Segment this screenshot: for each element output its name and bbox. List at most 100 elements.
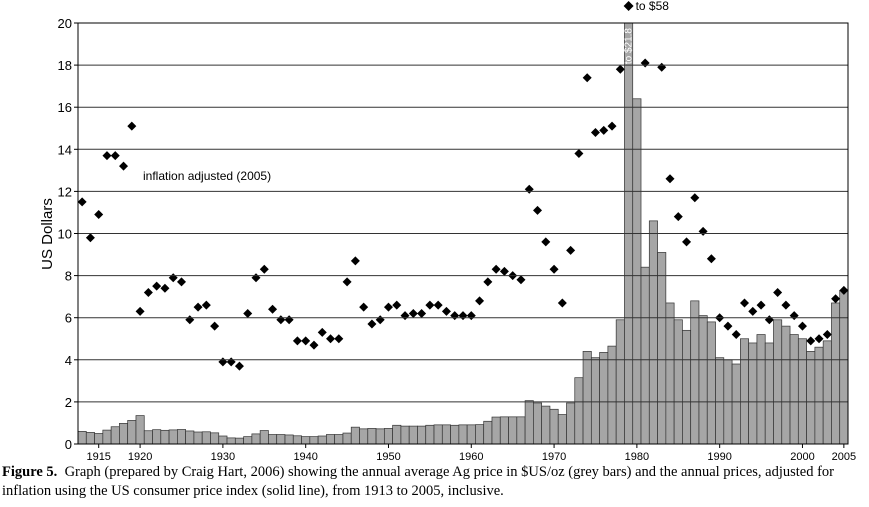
plot-frame bbox=[77, 22, 849, 445]
line-marker bbox=[640, 58, 650, 68]
bar bbox=[234, 437, 244, 444]
line-marker bbox=[226, 357, 236, 367]
line-marker bbox=[491, 264, 501, 274]
x-tick-label: 1920 bbox=[128, 451, 152, 462]
bar bbox=[533, 402, 543, 444]
line-marker bbox=[234, 361, 244, 371]
bar bbox=[590, 357, 600, 444]
bar bbox=[781, 325, 791, 444]
bar bbox=[160, 429, 170, 444]
line-marker bbox=[317, 327, 327, 337]
x-tick-label: 1970 bbox=[542, 451, 566, 462]
line-marker bbox=[516, 275, 526, 285]
bar bbox=[806, 351, 816, 444]
bar bbox=[317, 435, 327, 444]
bar bbox=[640, 266, 650, 444]
bar bbox=[152, 429, 162, 444]
line-marker bbox=[185, 315, 195, 325]
bar bbox=[624, 23, 634, 444]
line-marker bbox=[466, 311, 476, 321]
bar bbox=[764, 342, 774, 444]
y-tick-label: 12 bbox=[58, 184, 72, 199]
bar bbox=[582, 351, 592, 444]
bar bbox=[814, 346, 824, 444]
bar bbox=[359, 428, 369, 444]
bar bbox=[475, 424, 485, 444]
y-tick-label: 18 bbox=[58, 58, 72, 73]
line-marker bbox=[210, 321, 220, 331]
y-tick-label: 20 bbox=[58, 16, 72, 31]
bar bbox=[574, 377, 584, 444]
line-marker bbox=[342, 277, 352, 287]
bar bbox=[210, 432, 220, 444]
line-marker bbox=[301, 336, 311, 346]
bar bbox=[177, 429, 186, 444]
line-marker bbox=[392, 300, 402, 310]
bar bbox=[648, 220, 658, 444]
bar bbox=[773, 319, 783, 444]
bar bbox=[251, 433, 261, 444]
line-marker bbox=[499, 266, 509, 276]
line-marker bbox=[764, 315, 774, 325]
bar bbox=[425, 424, 435, 444]
line-marker bbox=[574, 149, 584, 159]
line-marker bbox=[334, 334, 344, 344]
bar bbox=[789, 334, 799, 444]
bar bbox=[441, 424, 451, 444]
line-marker bbox=[251, 273, 261, 283]
y-tick-label: 8 bbox=[65, 269, 72, 284]
line-marker bbox=[549, 264, 559, 274]
line-marker bbox=[582, 73, 592, 83]
bar bbox=[557, 414, 567, 444]
line-marker bbox=[590, 127, 600, 137]
bar bbox=[143, 430, 153, 444]
y-tick-label: 16 bbox=[58, 100, 72, 115]
bar bbox=[309, 436, 319, 444]
line-marker bbox=[284, 315, 294, 325]
bar bbox=[483, 420, 493, 444]
annotation: to $58 bbox=[636, 0, 670, 13]
bar bbox=[450, 424, 460, 444]
bar bbox=[284, 434, 294, 444]
line-marker bbox=[740, 298, 750, 308]
line-marker bbox=[375, 315, 385, 325]
line-marker bbox=[814, 334, 824, 344]
line-marker bbox=[268, 304, 278, 314]
x-tick-label: 1990 bbox=[707, 451, 731, 462]
bar bbox=[690, 300, 700, 444]
line-marker bbox=[607, 121, 617, 131]
line-marker bbox=[135, 306, 145, 316]
bar bbox=[292, 435, 302, 444]
line-marker bbox=[383, 302, 393, 312]
line-marker bbox=[673, 212, 683, 222]
bar bbox=[756, 334, 766, 444]
line-marker bbox=[441, 306, 451, 316]
y-tick-label: 14 bbox=[58, 142, 72, 157]
line-marker bbox=[85, 233, 95, 243]
line-marker bbox=[831, 294, 841, 304]
x-tick-label: 2005 bbox=[832, 451, 856, 462]
bar bbox=[94, 433, 104, 444]
bar bbox=[326, 434, 336, 444]
bar bbox=[657, 252, 667, 444]
line-marker bbox=[781, 300, 791, 310]
line-marker bbox=[78, 197, 87, 207]
y-axis-label: US Dollars bbox=[39, 198, 56, 270]
bar bbox=[408, 425, 418, 444]
bar bbox=[715, 357, 725, 444]
bar bbox=[508, 416, 518, 444]
bar bbox=[541, 405, 551, 444]
x-tick-label: 1915 bbox=[86, 451, 110, 462]
bar bbox=[831, 302, 841, 444]
bar bbox=[706, 321, 716, 444]
caption-text: Graph (prepared by Craig Hart, 2006) sho… bbox=[2, 464, 835, 499]
bar bbox=[740, 338, 749, 444]
annotation: inflation adjusted (2005) bbox=[143, 169, 271, 183]
line-marker bbox=[176, 277, 186, 287]
line-marker bbox=[102, 151, 112, 161]
line-marker bbox=[615, 64, 625, 74]
bar bbox=[127, 420, 137, 444]
bar bbox=[243, 436, 253, 444]
bar bbox=[168, 429, 178, 444]
